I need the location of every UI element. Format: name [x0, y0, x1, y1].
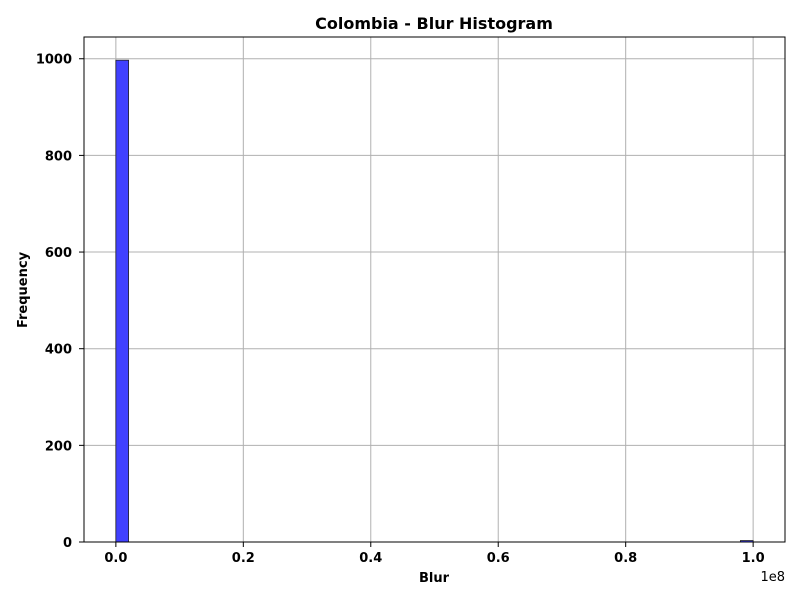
- y-tick-label: 200: [45, 439, 72, 454]
- y-axis-label: Frequency: [16, 251, 31, 328]
- x-tick-label: 0.6: [487, 551, 510, 566]
- y-tick-label: 0: [63, 536, 72, 551]
- x-tick-label: 0.2: [232, 551, 255, 566]
- y-tick-label: 400: [45, 343, 72, 358]
- y-axis-ticks: 0 200 400 600 800 1000: [36, 53, 84, 551]
- x-axis-label: Blur: [419, 571, 450, 586]
- plot-frame: [83, 36, 786, 543]
- y-tick-label: 1000: [36, 53, 72, 68]
- grid-layer: [84, 37, 785, 543]
- bars-layer: [115, 59, 754, 543]
- x-tick-label: 1.0: [742, 551, 765, 566]
- x-tick-label: 0.4: [359, 551, 382, 566]
- x-axis-ticks: 0.0 0.2 0.4 0.6 0.8 1.0: [104, 542, 765, 566]
- y-tick-label: 600: [45, 246, 72, 261]
- chart-title: Colombia - Blur Histogram: [315, 14, 553, 33]
- x-axis-offset-label: 1e8: [760, 570, 785, 585]
- histogram-bar: [115, 59, 130, 543]
- x-tick-label: 0.0: [104, 551, 127, 566]
- x-tick-label: 0.8: [614, 551, 637, 566]
- y-tick-label: 800: [45, 149, 72, 164]
